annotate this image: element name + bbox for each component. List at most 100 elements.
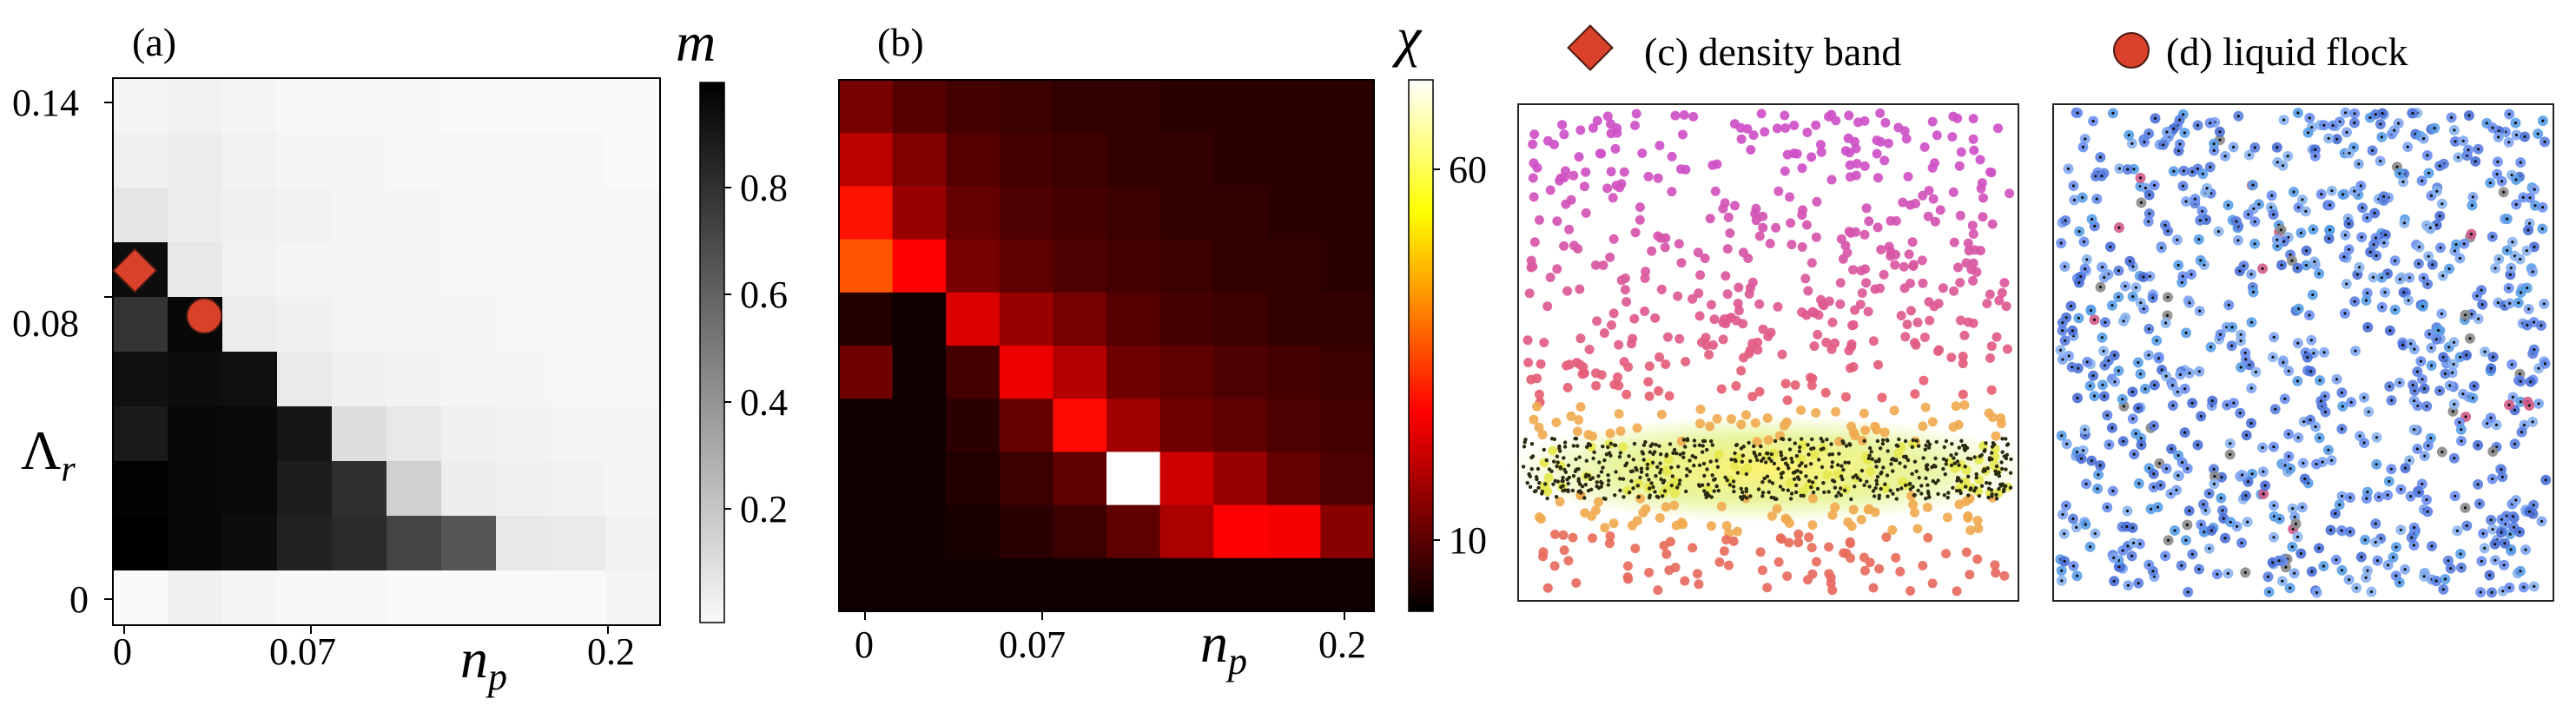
- heatmap-cell: [999, 186, 1054, 241]
- particle: [1822, 470, 1833, 480]
- heatmap-cell: [839, 239, 894, 293]
- particle: [1958, 389, 1968, 399]
- particle: [1975, 155, 1985, 165]
- particle: [1845, 172, 1855, 182]
- heatmap-cell: [332, 516, 387, 571]
- particle: [1765, 239, 1775, 248]
- particle-core: [2401, 180, 2405, 183]
- band-particle: [1622, 495, 1626, 499]
- band-particle: [1800, 461, 1804, 465]
- band-particle: [1744, 496, 1749, 500]
- particle: [1590, 505, 1601, 516]
- particle-core: [2511, 241, 2514, 244]
- particle: [1848, 504, 1859, 515]
- particle: [1985, 353, 1995, 363]
- particle: [1857, 288, 1867, 298]
- particle-core: [2425, 405, 2428, 408]
- particle: [1667, 151, 1677, 162]
- particle-core: [2208, 491, 2211, 496]
- particle: [1630, 544, 1641, 554]
- band-particle: [1955, 478, 1959, 483]
- particle-core: [2159, 484, 2163, 487]
- heatmap-cell: [839, 292, 894, 346]
- particle-core: [2421, 482, 2424, 486]
- particle-core: [2180, 280, 2183, 284]
- band-particle: [1807, 478, 1812, 484]
- band-particle: [1873, 459, 1878, 464]
- particle-core: [2079, 457, 2083, 460]
- band-particle: [1772, 461, 1777, 466]
- particle: [1786, 218, 1796, 228]
- x-axis-symbol-a: n: [460, 628, 488, 689]
- panel-b-label: (b): [877, 20, 924, 64]
- band-particle: [1648, 450, 1653, 454]
- particle: [1978, 212, 1988, 222]
- particle-core: [2299, 231, 2302, 234]
- particle: [1542, 583, 1553, 593]
- particle-core: [2153, 383, 2157, 387]
- particle-core: [2480, 559, 2483, 564]
- band-particle: [1752, 450, 1756, 455]
- particle: [1640, 273, 1650, 283]
- particle: [1891, 552, 1901, 563]
- particle: [1542, 301, 1553, 312]
- particle: [1736, 366, 1747, 376]
- band-particle: [1674, 452, 1679, 456]
- band-particle: [1914, 438, 1919, 443]
- particle-core: [2419, 359, 2422, 363]
- particle-core: [2479, 590, 2482, 594]
- particle-core: [2139, 176, 2143, 180]
- particle: [1845, 160, 1855, 170]
- particle-core: [2360, 235, 2363, 239]
- band-particle: [1685, 467, 1689, 471]
- band-particle: [1795, 469, 1800, 473]
- band-particle: [1769, 495, 1773, 500]
- band-particle: [1886, 494, 1890, 498]
- particle: [1959, 400, 1970, 410]
- particle-core: [2470, 203, 2474, 208]
- band-particle: [1780, 475, 1784, 480]
- particle-core: [2093, 224, 2097, 227]
- particle-core: [2421, 378, 2424, 381]
- particle: [1736, 134, 1747, 144]
- particle-core: [2526, 228, 2530, 232]
- particle: [1730, 201, 1740, 211]
- heatmap-cell: [892, 133, 947, 187]
- band-particle: [1878, 446, 1883, 451]
- particle-core: [2132, 452, 2136, 456]
- band-particle: [1654, 443, 1658, 447]
- particle-core: [2381, 306, 2384, 309]
- particle-core: [2142, 275, 2145, 279]
- particle: [1780, 110, 1790, 121]
- particle-core: [2517, 301, 2520, 305]
- particle-core: [2452, 362, 2455, 366]
- heatmap-cell: [496, 78, 552, 134]
- particle-core: [2167, 538, 2170, 542]
- particle: [1566, 411, 1576, 421]
- particle-core: [2222, 517, 2225, 520]
- band-particle: [1821, 481, 1826, 485]
- particle-core: [2471, 195, 2474, 199]
- band-particle: [1641, 458, 1646, 462]
- particle: [1953, 262, 1963, 273]
- particle-core: [2198, 309, 2202, 313]
- band-particle: [1748, 458, 1753, 464]
- particle-core: [2374, 113, 2377, 116]
- particle: [1843, 133, 1853, 143]
- particle-core: [2395, 165, 2399, 168]
- particle-core: [2375, 463, 2378, 466]
- band-particle: [1635, 468, 1639, 472]
- band-particle: [1731, 479, 1736, 484]
- particle: [1575, 333, 1586, 344]
- particle-core: [2125, 524, 2129, 529]
- particle: [1968, 229, 1978, 239]
- diamond-marker-icon: [1567, 24, 1614, 71]
- band-particle: [1645, 472, 1649, 478]
- particle: [1876, 245, 1886, 254]
- particle-core: [2511, 515, 2515, 518]
- particle-core: [2340, 529, 2343, 532]
- particle-core: [2204, 509, 2208, 512]
- particle: [1824, 542, 1834, 552]
- heatmap-cell: [222, 461, 278, 517]
- band-particle: [1765, 474, 1770, 478]
